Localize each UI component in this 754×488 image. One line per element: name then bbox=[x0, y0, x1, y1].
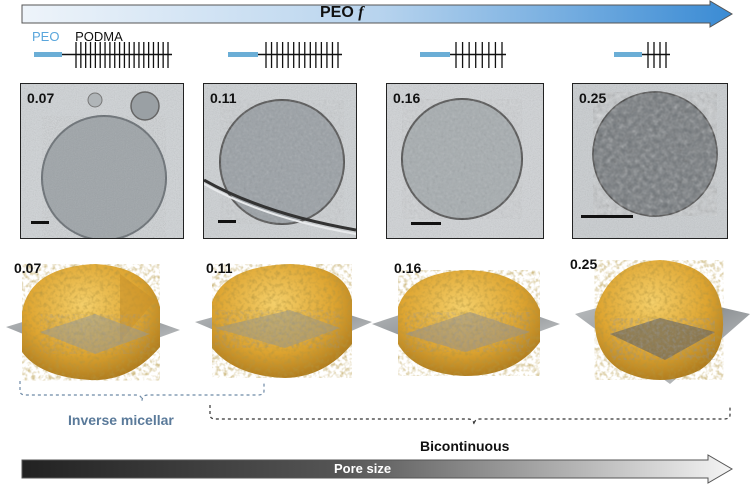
render-1 bbox=[6, 264, 180, 381]
tem-panel-1: 0.07 bbox=[20, 83, 184, 239]
render-label-1: 0.07 bbox=[14, 260, 42, 276]
peo-arrow-italic: f bbox=[358, 4, 364, 21]
peo-fraction-label: PEO f bbox=[320, 4, 364, 22]
tem-label-3: 0.16 bbox=[393, 90, 421, 106]
tem-label-2: 0.11 bbox=[210, 90, 237, 106]
pore-size-label: Pore size bbox=[334, 461, 392, 476]
scale-bar-2 bbox=[218, 220, 236, 223]
render-4 bbox=[575, 260, 750, 384]
render-label-4: 0.25 bbox=[570, 256, 598, 272]
polymer-schematic-2 bbox=[228, 42, 342, 68]
render-label-3: 0.16 bbox=[394, 260, 422, 276]
inverse-micellar-label: Inverse micellar bbox=[68, 412, 174, 428]
phase-brackets bbox=[19, 381, 731, 426]
tem-label-1: 0.07 bbox=[27, 90, 55, 106]
polymer-schematic-4 bbox=[614, 42, 670, 68]
scale-bar-4 bbox=[581, 215, 633, 218]
peo-arrow-text: PEO bbox=[320, 4, 354, 21]
tem-panel-3: 0.16 bbox=[386, 83, 544, 239]
peo-fraction-arrow bbox=[21, 0, 733, 28]
inverse-bracket bbox=[19, 381, 265, 402]
legend: PEO PODMA bbox=[32, 29, 123, 44]
tomogram-renders bbox=[6, 260, 750, 384]
scale-bar-1 bbox=[31, 221, 49, 224]
tem-panel-4: 0.25 bbox=[572, 83, 728, 239]
pore-size-arrow bbox=[21, 454, 733, 484]
legend-peo: PEO bbox=[32, 29, 60, 44]
polymer-schematic-3 bbox=[420, 42, 506, 68]
polymer-schematics bbox=[34, 42, 670, 68]
render-2 bbox=[195, 264, 372, 378]
bicontinuous-bracket bbox=[209, 405, 731, 426]
tem-label-4: 0.25 bbox=[579, 90, 607, 106]
scale-bar-3 bbox=[411, 222, 441, 225]
render-label-2: 0.11 bbox=[206, 260, 233, 276]
legend-podma: PODMA bbox=[75, 29, 123, 44]
polymer-schematic-1 bbox=[34, 42, 172, 68]
tem-panel-2: 0.11 bbox=[203, 83, 357, 239]
bicontinuous-label: Bicontinuous bbox=[420, 438, 510, 454]
render-3 bbox=[372, 270, 560, 376]
